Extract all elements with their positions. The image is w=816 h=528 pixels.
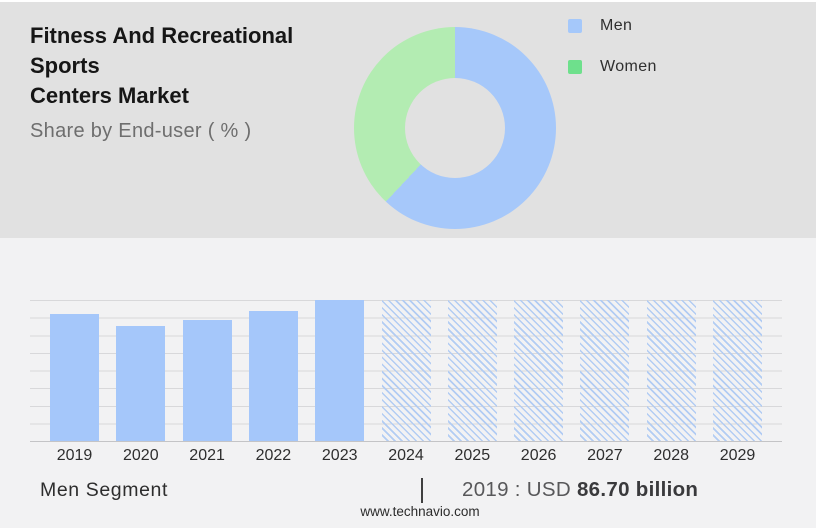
bar-2019 xyxy=(50,314,99,441)
bar-2028 xyxy=(646,300,696,441)
legend-label-women: Women xyxy=(600,58,657,75)
chart-subtitle: Share by End-user ( % ) xyxy=(30,120,252,142)
market-value-prefix: 2019 : USD xyxy=(462,478,577,501)
website-url: www.technavio.com xyxy=(360,504,480,519)
page-title-line1: Fitness And Recreational Sports xyxy=(30,23,294,78)
x-label-2022: 2022 xyxy=(255,447,292,464)
bar-2020 xyxy=(116,326,166,441)
legend-label-men: Men xyxy=(600,17,633,34)
x-label-2027: 2027 xyxy=(587,447,623,464)
header-panel: Fitness And Recreational Sports Centers … xyxy=(0,2,816,238)
bar-2026 xyxy=(514,300,564,441)
segment-label: Men Segment xyxy=(40,479,168,501)
bar-2022 xyxy=(248,310,298,441)
market-value: 2019 : USD 86.70 billion xyxy=(462,478,698,502)
legend-item-women: Women xyxy=(568,58,657,75)
x-label-2026: 2026 xyxy=(520,447,557,464)
market-value-bold: 86.70 billion xyxy=(576,478,699,501)
x-label-2028: 2028 xyxy=(653,447,689,464)
page-title-line2: Centers Market xyxy=(30,83,189,108)
donut-chart xyxy=(354,27,556,229)
bar-2025 xyxy=(447,300,497,441)
caption-row: Men Segment 2019 : USD 86.70 billion xyxy=(0,476,816,506)
x-label-2025: 2025 xyxy=(454,447,491,464)
x-label-2019: 2019 xyxy=(56,447,93,464)
donut-legend: Men Women xyxy=(568,17,657,75)
bar-2027 xyxy=(580,300,630,441)
bar-chart-panel: 2019 2020 2021 2022 2023 2024 2025 2026 2027 2028… xyxy=(0,238,816,528)
bar-2021 xyxy=(182,319,232,441)
donut-hole xyxy=(405,78,505,178)
x-label-2024: 2024 xyxy=(388,447,424,464)
x-axis-labels: 2019 2020 2021 2022 2023 2024 2025 2026 2027 2028… xyxy=(30,447,782,467)
page-title: Fitness And Recreational Sports Centers … xyxy=(30,21,360,111)
men-swatch xyxy=(568,19,582,33)
bar-2029 xyxy=(713,300,762,441)
bar-2024 xyxy=(381,300,431,441)
women-swatch xyxy=(568,60,582,74)
bar-plot xyxy=(30,300,782,442)
title-block: Fitness And Recreational Sports Centers … xyxy=(30,21,360,143)
bar-2023 xyxy=(315,300,365,441)
x-label-2029: 2029 xyxy=(719,447,756,464)
x-label-2020: 2020 xyxy=(123,447,159,464)
x-label-2021: 2021 xyxy=(189,447,225,464)
legend-item-men: Men xyxy=(568,17,657,34)
divider xyxy=(421,478,423,503)
x-label-2023: 2023 xyxy=(321,447,358,464)
